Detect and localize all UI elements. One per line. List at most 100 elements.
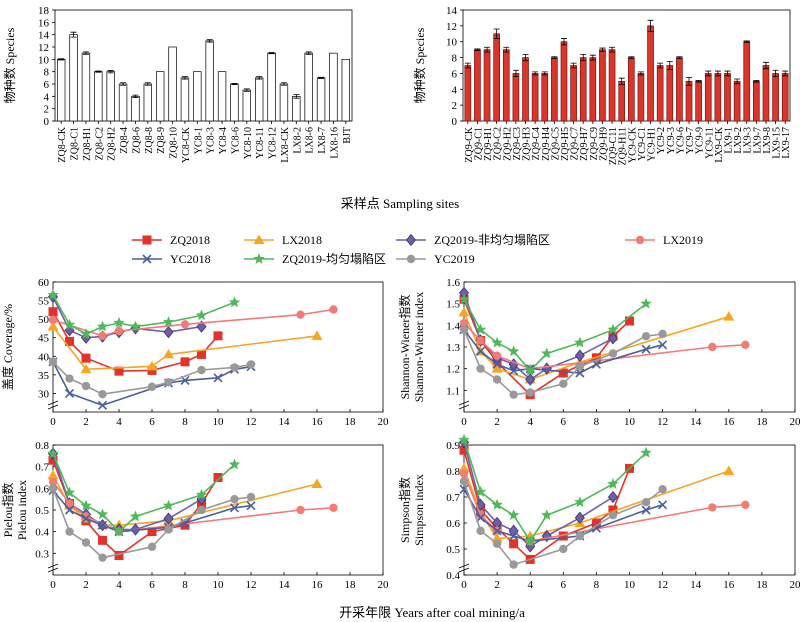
x-tick-label: ZQ8-4 (119, 127, 130, 154)
marker-7 (607, 332, 618, 345)
y-tick-label: 0.4 (35, 527, 49, 539)
series-ZQ2018 (459, 445, 634, 564)
bar (81, 52, 91, 122)
x-tick-label: ZQ9-H7 (579, 127, 590, 161)
marker-4 (708, 503, 717, 512)
marker-6 (180, 518, 190, 528)
series-YC2019 (459, 477, 667, 569)
error-bar (743, 40, 750, 43)
x-tick-label: LX9-7 (752, 127, 763, 154)
marker-6 (574, 496, 586, 508)
x-tick-label: YC9-6 (675, 127, 686, 154)
legend-label: LX2018 (282, 233, 322, 247)
series-ZQ2018 (48, 307, 223, 376)
x-tick-label: YC9-7 (685, 127, 696, 154)
marker-8 (246, 501, 256, 511)
marker-0 (459, 445, 469, 455)
marker-5 (741, 340, 750, 350)
y-tick-label: 2 (452, 100, 458, 112)
legend: ZQ2018 LX2018 ZQ2019-非均匀塌陷区 LX2019 YC2018 ZQ2… (132, 232, 703, 266)
marker-5 (723, 311, 735, 321)
plot-frame (462, 9, 791, 122)
error-bar (484, 46, 491, 53)
error-bar (580, 54, 587, 62)
plot-frame (54, 9, 353, 122)
x-tick-label: 4 (527, 579, 533, 591)
bar (656, 65, 664, 122)
marker-2 (81, 538, 91, 547)
x-tick-label: ZQ8-H1 (82, 127, 93, 161)
marker-0 (48, 477, 58, 487)
series-LX2019 (48, 305, 338, 341)
x-tick-label: 16 (723, 416, 735, 428)
error-bar (512, 69, 519, 77)
y-tick-label: 18 (38, 5, 50, 17)
marker-3 (180, 320, 190, 329)
marker-0 (458, 293, 470, 305)
x-tick-label: ZQ8-9 (156, 127, 167, 154)
y-tick-label: 6 (44, 79, 50, 91)
marker-5 (329, 503, 338, 513)
x-tick-label: ZQ9-H3 (522, 127, 533, 161)
marker-0 (459, 477, 469, 486)
bar (143, 83, 152, 122)
marker-3 (509, 390, 518, 399)
y-tick-label: 8 (44, 67, 50, 79)
error-bar (318, 76, 325, 79)
bar (685, 81, 693, 122)
bar (589, 57, 597, 122)
x-tick-label: 12 (657, 416, 668, 428)
marker-4 (296, 505, 305, 515)
x-tick-label: ZQ8-C1 (70, 127, 81, 160)
x-tick-label: 20 (378, 579, 390, 591)
bar (733, 81, 741, 122)
legend-item-LX2018: LX2018 (244, 233, 322, 247)
error-bar (666, 61, 673, 70)
y-tick-label: 40 (38, 351, 50, 363)
bar (230, 83, 239, 122)
bar (772, 73, 779, 122)
x-tick-label: 0 (461, 579, 467, 591)
error-bar (474, 48, 481, 51)
error-bar (305, 51, 312, 55)
legend-item-LX2019: LX2019 (625, 233, 703, 247)
y-tick-label: 1.1 (446, 385, 460, 397)
x-tick-label: 2 (83, 416, 89, 428)
error-bar (95, 70, 102, 73)
axis-break (458, 563, 470, 573)
x-tick-label: LX9-17 (781, 127, 792, 159)
series-line (52, 459, 219, 557)
x-tick-label: ZQ9-H4 (541, 127, 552, 161)
marker-6 (163, 326, 174, 339)
years-after-mining-title: 开采年限 Years after coal mining/a (339, 605, 525, 620)
series-ZQ2019_even (458, 293, 652, 376)
marker-0 (142, 254, 152, 264)
marker-6 (180, 520, 190, 530)
marker-7 (607, 323, 619, 335)
marker-5 (575, 531, 585, 541)
x-tick-label: 18 (756, 579, 768, 591)
bar (647, 25, 654, 122)
x-tick-label: 14 (690, 579, 702, 591)
x-tick-label: 2 (494, 579, 500, 591)
bar (483, 49, 491, 122)
marker-4 (147, 542, 157, 552)
x-tick-label: 10 (213, 579, 225, 591)
marker-0 (458, 433, 470, 445)
series-line (52, 296, 202, 339)
marker-4 (525, 373, 536, 386)
x-tick-label: ZQ9-H11 (618, 127, 629, 166)
error-bar (753, 80, 760, 83)
y-tick-label: 1.4 (446, 320, 460, 332)
error-bar (782, 70, 789, 77)
x-tick-label: ZQ8-6 (131, 127, 142, 154)
y-tick-label: 4 (44, 91, 50, 103)
y-tick-label: 0.8 (446, 466, 460, 478)
x-tick-label: ZQ9-C1 (473, 127, 484, 160)
bar-chart-bar2019: 02468101214ZQ9-CKZQ9-C1ZQ9-H1ZQ9-C2ZQ9-H… (412, 5, 792, 166)
bar (608, 49, 616, 122)
bar (599, 49, 606, 122)
marker-0 (48, 484, 58, 493)
marker-5 (541, 509, 553, 521)
y-tick-label: 0 (452, 116, 458, 128)
